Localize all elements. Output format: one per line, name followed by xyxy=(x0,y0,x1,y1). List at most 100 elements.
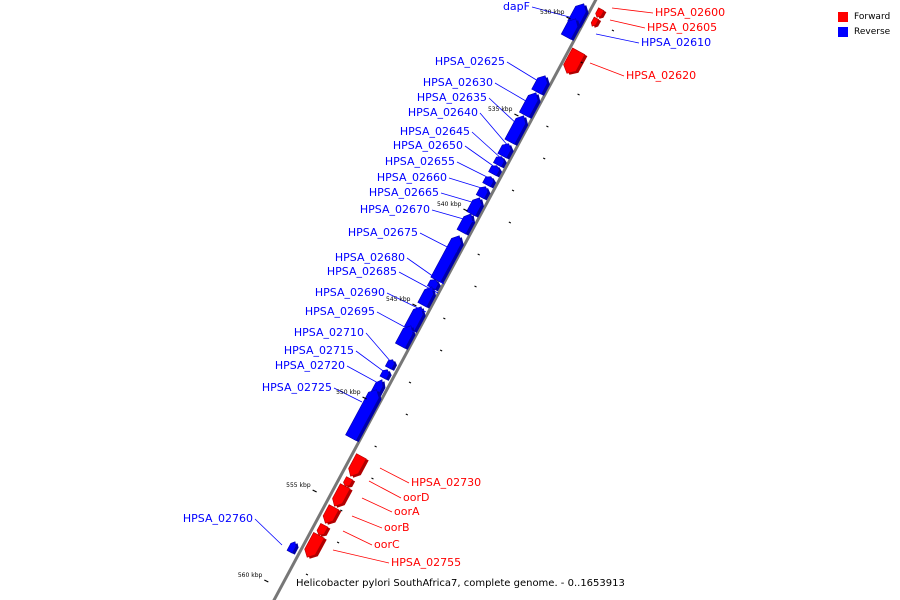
gene-label-leader xyxy=(431,209,475,223)
minor-mark xyxy=(611,29,615,32)
gene-label: HPSA_02685 xyxy=(327,265,397,278)
gene-arrow xyxy=(345,389,380,441)
legend-forward-label: Forward xyxy=(854,11,891,22)
gene-label-leader xyxy=(376,311,415,333)
scale-tick xyxy=(463,208,468,212)
gene-label-leader xyxy=(494,82,532,105)
minor-mark xyxy=(405,413,409,416)
gene-label: HPSA_02675 xyxy=(348,226,418,239)
gene-label: oorB xyxy=(384,521,410,534)
minor-mark xyxy=(408,381,412,384)
gene-label: HPSA_02725 xyxy=(262,381,332,394)
gene-label: oorA xyxy=(394,505,420,518)
gene-label: HPSA_02760 xyxy=(183,512,253,525)
scale-tick xyxy=(264,579,269,583)
gene-label-leader xyxy=(419,232,458,253)
minor-mark xyxy=(542,157,546,160)
minor-mark xyxy=(439,349,443,352)
gene-arrow xyxy=(456,213,473,235)
gene-label-leader xyxy=(346,365,381,385)
gene-label: HPSA_02655 xyxy=(385,155,455,168)
minor-mark xyxy=(336,541,340,544)
gene-arrow xyxy=(384,359,395,370)
scale-tick-label: 530 kbp xyxy=(540,9,565,16)
scale-tick xyxy=(514,113,519,117)
gene-arrow xyxy=(595,7,605,18)
gene-label: HPSA_02680 xyxy=(335,251,405,264)
gene-label: HPSA_02660 xyxy=(377,171,447,184)
gene-label: oorC xyxy=(374,538,400,551)
minor-mark xyxy=(511,189,515,192)
gene-arrow xyxy=(394,325,414,349)
minor-mark xyxy=(477,253,480,256)
scale-tick-label: 535 kbp xyxy=(488,106,513,113)
gene-label: HPSA_02605 xyxy=(647,21,717,34)
minor-mark xyxy=(508,221,512,224)
gene-label-leader xyxy=(595,33,640,44)
gene-arrow xyxy=(316,522,329,536)
gene-arrow xyxy=(322,504,340,524)
gene-label: HPSA_02600 xyxy=(655,6,725,19)
gene-label: HPSA_02610 xyxy=(641,36,711,49)
legend-reverse: Reverse xyxy=(838,24,890,39)
gene-arrow xyxy=(590,16,600,27)
gene-label: HPSA_02695 xyxy=(305,305,375,318)
gene-label: dapF xyxy=(503,0,530,13)
scale-tick-label: 555 kbp xyxy=(286,482,311,489)
gene-label-leader xyxy=(611,7,654,14)
scale-tick xyxy=(312,489,317,493)
scale-tick xyxy=(412,303,417,307)
gene-label-leader xyxy=(464,145,500,171)
gene-label-leader xyxy=(365,332,392,363)
scale-tick-label: 560 kbp xyxy=(238,572,263,579)
gene-label: HPSA_02715 xyxy=(284,344,354,357)
gene-label: HPSA_02690 xyxy=(315,286,385,299)
gene-label-leader xyxy=(406,257,445,285)
legend-forward: Forward xyxy=(838,9,890,24)
gene-label-leader xyxy=(386,292,427,313)
gene-label: HPSA_02635 xyxy=(417,91,487,104)
minor-mark xyxy=(580,61,583,64)
legend-forward-swatch xyxy=(838,11,848,22)
gene-arrow xyxy=(332,483,351,507)
gene-label-leader xyxy=(368,480,402,499)
gene-label-leader xyxy=(531,6,574,19)
gene-label-leader xyxy=(332,549,390,564)
minor-mark xyxy=(305,573,309,576)
gene-arrow xyxy=(518,92,539,118)
gene-arrow xyxy=(304,532,325,558)
minor-mark xyxy=(546,125,549,128)
minor-mark xyxy=(374,445,377,448)
strand-legend: Forward Reverse xyxy=(838,9,890,39)
minor-mark xyxy=(577,93,580,96)
gene-label-leader xyxy=(355,350,387,374)
gene-label-leader xyxy=(488,97,520,127)
gene-arrow xyxy=(497,143,512,159)
minor-mark xyxy=(371,477,374,480)
gene-label-leader xyxy=(589,62,625,77)
gene-label-leader xyxy=(471,131,504,161)
gene-arrow xyxy=(379,369,390,380)
gene-label: HPSA_02650 xyxy=(393,139,463,152)
gene-label: HPSA_02620 xyxy=(626,69,696,82)
gene-label-leader xyxy=(479,112,510,148)
gene-arrow xyxy=(504,115,526,145)
gene-label: HPSA_02755 xyxy=(391,556,461,569)
gene-label-leader xyxy=(506,61,544,85)
gene-arrow xyxy=(343,476,354,487)
gene-arrow xyxy=(286,541,297,554)
gene-arrow xyxy=(531,75,548,95)
gene-label-leader xyxy=(398,271,439,294)
gene-label-leader xyxy=(333,387,363,403)
gene-arrow xyxy=(430,235,462,283)
gene-label: HPSA_02630 xyxy=(423,76,493,89)
gene-label: oorD xyxy=(403,491,429,504)
minor-mark xyxy=(340,509,343,512)
scale-tick-label: 550 kbp xyxy=(336,389,361,396)
gene-label-leader xyxy=(361,497,393,513)
legend-reverse-swatch xyxy=(838,26,848,37)
gene-label-leader xyxy=(379,467,410,484)
gene-label: HPSA_02645 xyxy=(400,125,470,138)
